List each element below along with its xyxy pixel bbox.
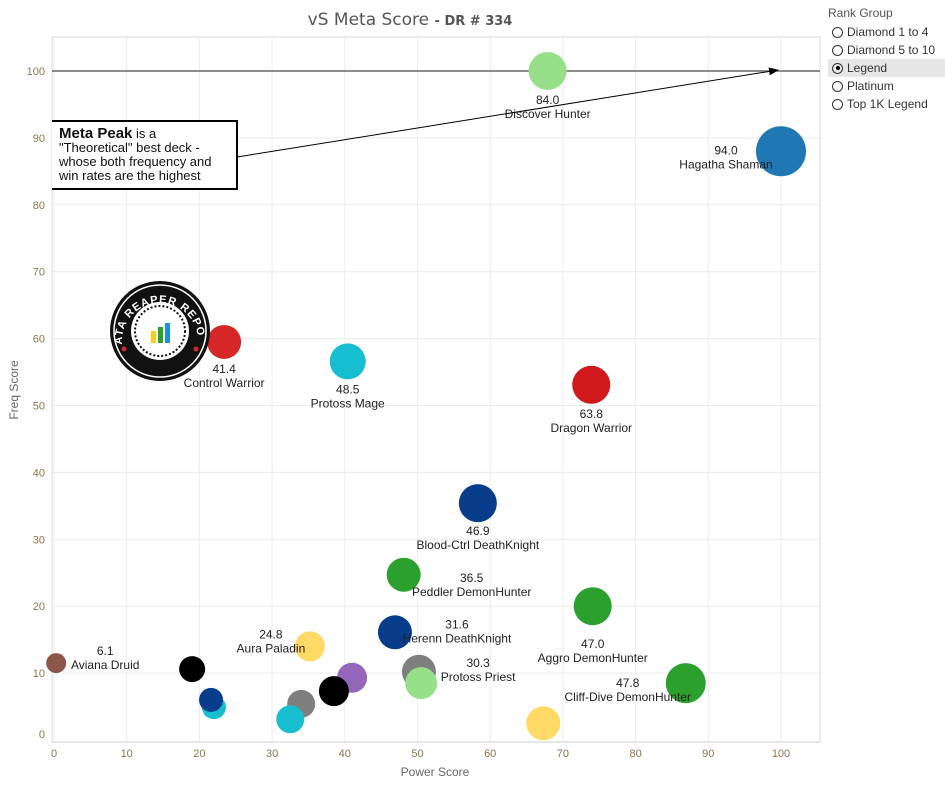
deck-label: Aura Paladin bbox=[237, 641, 306, 655]
x-tick-label: 50 bbox=[411, 748, 423, 760]
filter-title: Rank Group bbox=[828, 6, 893, 20]
bubble-cliff-dive-demonhunter bbox=[665, 663, 706, 704]
x-tick-label: 80 bbox=[629, 748, 641, 760]
deck-label: Discover Hunter bbox=[505, 107, 591, 121]
radio-icon[interactable] bbox=[832, 80, 843, 92]
y-axis-title: Freq Score bbox=[7, 360, 21, 420]
y-tick-label: 30 bbox=[33, 534, 45, 546]
option-label: Diamond 5 to 10 bbox=[847, 43, 936, 57]
score-label: 47.0 bbox=[581, 637, 605, 651]
x-tick-label: 0 bbox=[51, 748, 57, 760]
radio-icon[interactable] bbox=[832, 62, 843, 74]
option-label: Platinum bbox=[847, 79, 894, 93]
x-tick-label: 30 bbox=[266, 748, 278, 760]
bubble bbox=[318, 676, 349, 707]
score-label: 30.3 bbox=[466, 656, 490, 670]
radio-icon[interactable] bbox=[832, 44, 843, 56]
annotation-bold: Meta Peak bbox=[59, 125, 133, 142]
radio-icon[interactable] bbox=[832, 26, 843, 38]
bubble bbox=[199, 687, 224, 712]
title-main: vS Meta Score bbox=[307, 10, 430, 30]
score-label: 36.5 bbox=[460, 571, 484, 585]
deck-label: Aviana Druid bbox=[71, 658, 139, 672]
option-label: Top 1K Legend bbox=[847, 97, 928, 111]
bubble-protoss-mage bbox=[329, 343, 366, 380]
rank-option-legend[interactable]: Legend bbox=[828, 59, 945, 77]
option-label: Legend bbox=[847, 61, 888, 75]
x-tick-label: 20 bbox=[193, 748, 205, 760]
bubble bbox=[276, 705, 305, 734]
radio-icon[interactable] bbox=[832, 98, 843, 110]
x-tick-label: 100 bbox=[772, 748, 790, 760]
deck-label: Protoss Priest bbox=[441, 670, 516, 684]
score-label: 94.0 bbox=[714, 143, 738, 157]
rank-option-diamond-1-to-4[interactable]: Diamond 1 to 4 bbox=[828, 23, 945, 41]
x-axis-title: Power Score bbox=[401, 765, 470, 779]
rank-option-top-1k-legend[interactable]: Top 1K Legend bbox=[828, 95, 945, 113]
deck-label: Control Warrior bbox=[184, 376, 265, 390]
y-tick-label: 90 bbox=[33, 133, 45, 145]
x-tick-label: 40 bbox=[339, 748, 351, 760]
score-label: 24.8 bbox=[259, 627, 283, 641]
bubble-blood-ctrl-deathknight bbox=[458, 484, 497, 523]
bubble-herenn-deathknight bbox=[377, 615, 412, 650]
bubble-aura-paladin bbox=[294, 631, 325, 662]
score-label: 47.8 bbox=[616, 676, 640, 690]
deck-label: Herenn DeathKnight bbox=[403, 631, 512, 645]
score-label: 63.8 bbox=[580, 407, 604, 421]
x-tick-label: 70 bbox=[557, 748, 569, 760]
score-label: 84.0 bbox=[536, 93, 560, 107]
x-tick-label: 90 bbox=[702, 748, 714, 760]
bubble bbox=[179, 656, 206, 683]
annotation-text: is a "Theoretical" best deck - whose bot… bbox=[59, 126, 212, 183]
deck-label: Cliff-Dive DemonHunter bbox=[565, 690, 692, 704]
title-sub: - DR # 334 bbox=[434, 14, 513, 29]
bubble bbox=[526, 706, 561, 741]
annotation-arrow bbox=[230, 67, 779, 159]
deck-label: Dragon Warrior bbox=[550, 421, 632, 435]
rank-option-diamond-5-to-10[interactable]: Diamond 5 to 10 bbox=[828, 41, 945, 59]
deck-label: Hagatha Shaman bbox=[679, 157, 772, 171]
y-tick-label: 60 bbox=[33, 334, 45, 346]
y-tick-label: 100 bbox=[27, 66, 45, 78]
y-tick-label: 10 bbox=[33, 668, 45, 680]
rank-group-filter: Rank Group Diamond 1 to 4 Diamond 5 to 10… bbox=[828, 6, 945, 113]
y-tick-label: 0 bbox=[39, 729, 45, 741]
rank-option-platinum[interactable]: Platinum bbox=[828, 77, 945, 95]
y-tick-label: 50 bbox=[33, 401, 45, 413]
deck-label: Peddler DemonHunter bbox=[412, 585, 531, 599]
bubble-aviana-druid bbox=[46, 653, 67, 674]
score-label: 41.4 bbox=[212, 362, 236, 376]
bubble-peddler-demonhunter bbox=[386, 557, 421, 592]
deck-label: Blood-Ctrl DeathKnight bbox=[416, 538, 539, 552]
tick-labels: 0 10 20 30 40 50 60 70 80 90 100 0 10 20 30 40 50 60 70 80 9… bbox=[27, 66, 791, 760]
x-tick-label: 10 bbox=[121, 748, 133, 760]
y-tick-label: 70 bbox=[33, 267, 45, 279]
bubble-discover-hunter bbox=[528, 52, 567, 90]
y-tick-label: 20 bbox=[33, 601, 45, 613]
option-label: Diamond 1 to 4 bbox=[847, 25, 929, 39]
bubble-hagatha-shaman bbox=[756, 126, 806, 177]
bubble-dragon-warrior bbox=[572, 365, 611, 404]
deck-label: Protoss Mage bbox=[311, 396, 385, 410]
score-label: 31.6 bbox=[445, 617, 469, 631]
score-label: 46.9 bbox=[466, 524, 490, 538]
score-label: 48.5 bbox=[336, 382, 360, 396]
chart-title: vS Meta Score - DR # 334 bbox=[0, 10, 820, 30]
x-tick-label: 60 bbox=[484, 748, 496, 760]
bubbles bbox=[46, 52, 806, 741]
bubble-aggro-demonhunter bbox=[573, 587, 612, 626]
bubble-protoss-priest bbox=[405, 667, 438, 700]
data-reaper-logo: DATA REAPER REPORT bbox=[110, 281, 210, 381]
meta-peak-annotation: Meta Peak is a "Theoretical" best deck -… bbox=[52, 120, 238, 190]
y-tick-label: 80 bbox=[33, 200, 45, 212]
bubble-control-warrior bbox=[207, 324, 242, 359]
deck-label: Aggro DemonHunter bbox=[538, 651, 648, 665]
y-tick-label: 40 bbox=[33, 467, 45, 479]
score-label: 6.1 bbox=[97, 644, 114, 658]
